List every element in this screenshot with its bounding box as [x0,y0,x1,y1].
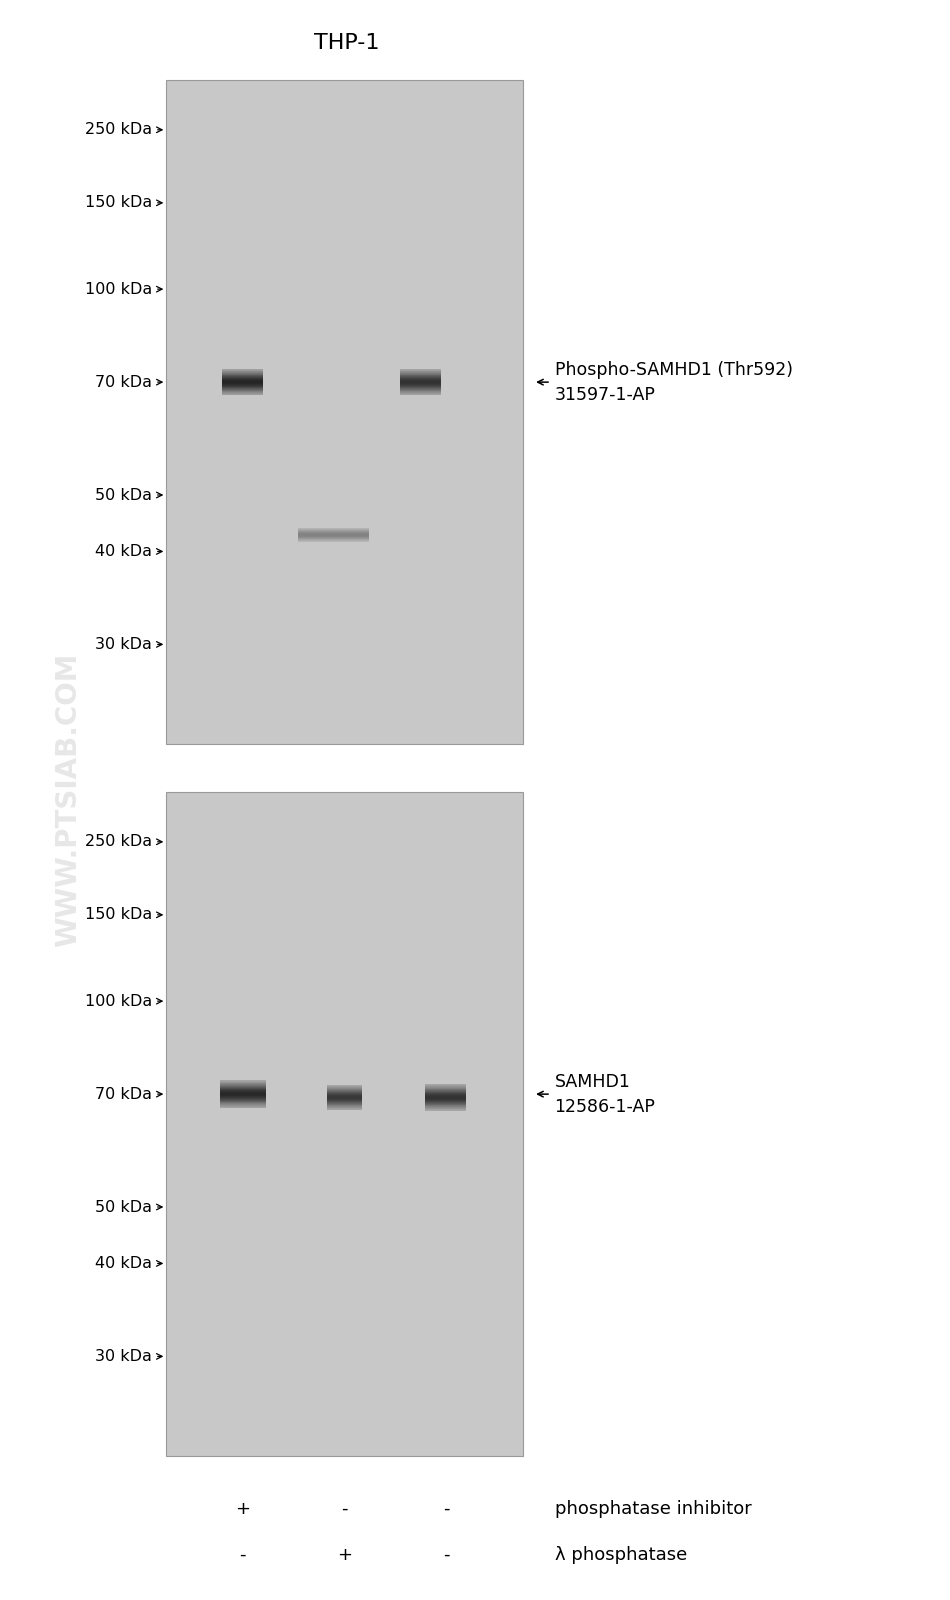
Text: Phospho-SAMHD1 (Thr592)
31597-1-AP: Phospho-SAMHD1 (Thr592) 31597-1-AP [555,360,792,403]
Text: -: - [443,1499,449,1518]
Text: λ phosphatase: λ phosphatase [555,1546,687,1565]
Text: 40 kDa: 40 kDa [95,544,152,558]
Text: 100 kDa: 100 kDa [85,994,152,1008]
Text: THP-1: THP-1 [314,32,379,53]
Text: 70 kDa: 70 kDa [95,1086,152,1102]
Text: 150 kDa: 150 kDa [85,907,152,922]
Bar [166,80,522,744]
Text: WWW.PTSIAB.COM: WWW.PTSIAB.COM [54,653,83,947]
Text: 30 kDa: 30 kDa [95,1349,152,1363]
Text: -: - [341,1499,348,1518]
Text: 50 kDa: 50 kDa [95,488,152,502]
Text: 250 kDa: 250 kDa [85,122,152,138]
Text: 30 kDa: 30 kDa [95,637,152,651]
Text: 70 kDa: 70 kDa [95,374,152,390]
Text: 150 kDa: 150 kDa [85,195,152,210]
Text: phosphatase inhibitor: phosphatase inhibitor [555,1499,751,1518]
Text: 100 kDa: 100 kDa [85,282,152,296]
Text: -: - [239,1546,246,1565]
Bar [166,792,522,1456]
Text: +: + [337,1546,352,1565]
Text: +: + [236,1499,251,1518]
Text: -: - [443,1546,449,1565]
Text: SAMHD1
12586-1-AP: SAMHD1 12586-1-AP [555,1072,656,1115]
Text: 50 kDa: 50 kDa [95,1200,152,1214]
Text: 250 kDa: 250 kDa [85,834,152,850]
Text: 40 kDa: 40 kDa [95,1256,152,1270]
